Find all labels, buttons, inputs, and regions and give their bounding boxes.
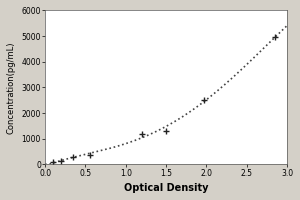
X-axis label: Optical Density: Optical Density xyxy=(124,183,208,193)
Y-axis label: Concentration(pg/mL): Concentration(pg/mL) xyxy=(7,41,16,134)
